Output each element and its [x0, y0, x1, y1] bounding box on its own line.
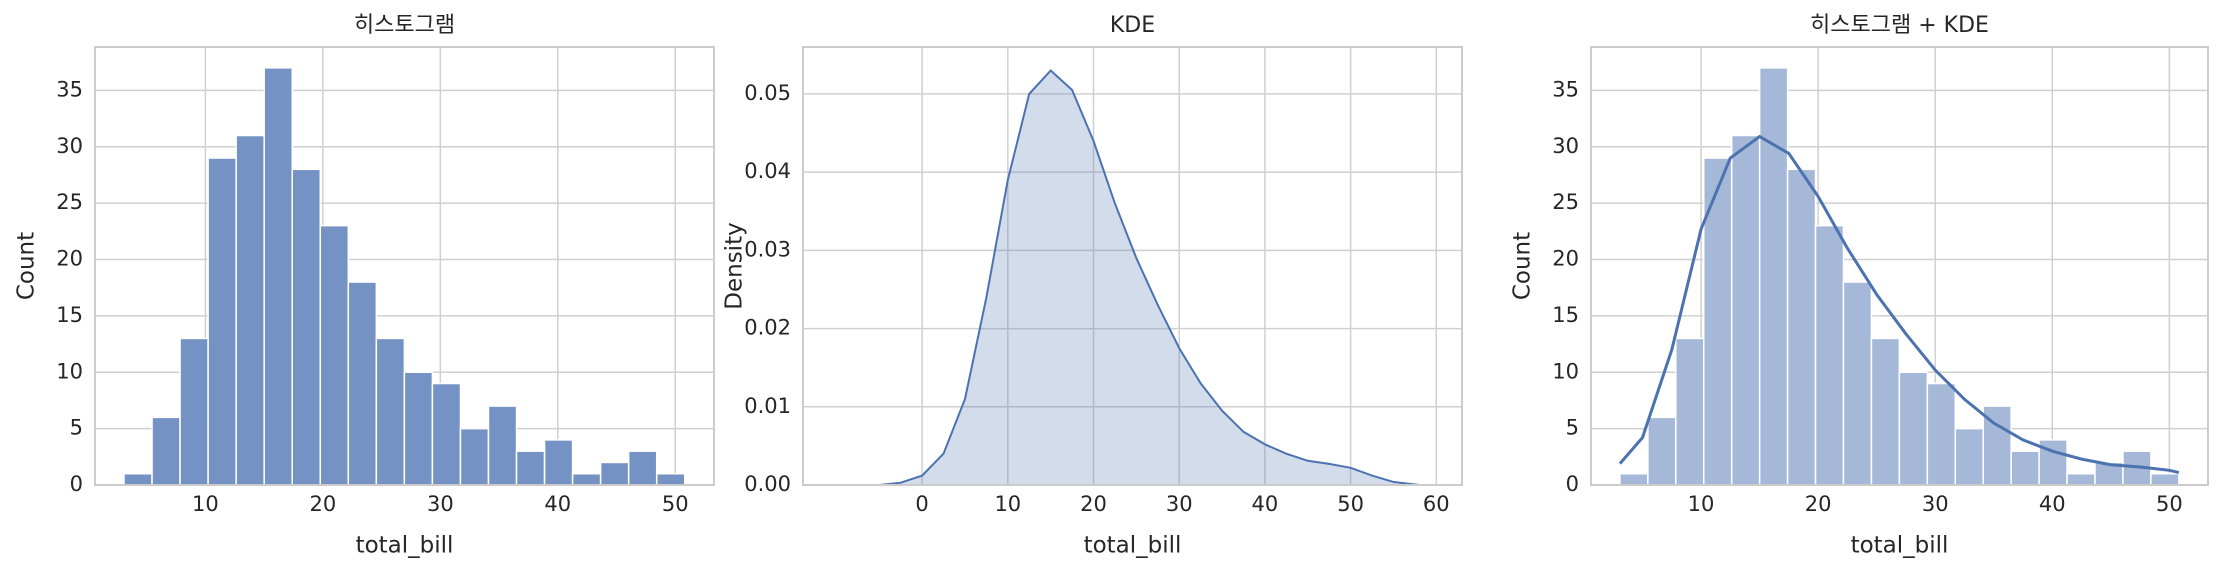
y-tick-label: 0.02	[744, 316, 791, 340]
x-tick-label: 40	[1252, 492, 1279, 516]
axes-frame	[802, 46, 1463, 486]
y-tick-label: 30	[1552, 134, 1579, 158]
bar	[571, 472, 602, 486]
bar	[431, 382, 462, 486]
bar	[1898, 371, 1929, 486]
y-tick-label: 15	[56, 303, 83, 327]
axes-frame	[94, 46, 715, 486]
x-tick-label: 20	[1080, 492, 1107, 516]
bar	[543, 439, 574, 486]
bar	[1675, 337, 1705, 486]
panel: 0 5 10 15 20 25 30 35 10 20 30 40 50 히스토그램 + KDE total…	[1510, 13, 2209, 559]
bar	[1954, 427, 1984, 486]
bar	[291, 168, 322, 486]
y-tick-label: 35	[56, 77, 83, 101]
panel: 0 5 10 15 20 25 30 35 10 20 30 40 50 히스토그램 total_bill C…	[14, 13, 715, 559]
x-tick-label: 40	[544, 492, 571, 516]
y-axis-label: Count	[1510, 232, 1536, 300]
bar	[1814, 224, 1845, 486]
y-tick-label: 25	[1552, 190, 1579, 214]
y-axis-label: Count	[14, 232, 40, 300]
x-axis-label: total_bill	[1084, 533, 1182, 559]
x-tick-label: 50	[662, 492, 689, 516]
bar	[487, 405, 518, 486]
x-tick-label: 20	[1805, 492, 1832, 516]
bar	[375, 337, 406, 486]
bar	[1870, 337, 1901, 486]
x-tick-label: 10	[1688, 492, 1715, 516]
chart-title: 히스토그램	[354, 13, 455, 38]
y-tick-label: 10	[1552, 359, 1579, 383]
x-axis-label: total_bill	[356, 533, 454, 559]
chart-title: 히스토그램 + KDE	[1810, 13, 1989, 38]
bar	[515, 450, 546, 486]
bar	[1926, 382, 1957, 486]
bar	[207, 157, 237, 486]
bar	[2010, 450, 2040, 486]
bar	[1758, 67, 1789, 486]
bar	[1730, 134, 1761, 486]
y-tick-label: 0.05	[744, 81, 791, 105]
y-tick-label: 0.03	[744, 237, 791, 261]
x-tick-label: 10	[994, 492, 1021, 516]
x-tick-label: 50	[2156, 492, 2183, 516]
kde-line	[1618, 134, 2180, 475]
bar	[403, 371, 434, 486]
x-tick-label: 60	[1423, 492, 1450, 516]
y-axis-label: Density	[722, 222, 748, 309]
y-tick-label: 0	[70, 472, 83, 496]
kde-area	[879, 70, 1420, 485]
chart-title: KDE	[1110, 13, 1155, 38]
bar	[235, 134, 265, 486]
y-tick-label: 5	[70, 416, 83, 440]
bar	[655, 472, 686, 486]
y-tick-label: 15	[1552, 303, 1579, 327]
bar	[2150, 472, 2180, 486]
x-axis-label: total_bill	[1851, 533, 1949, 559]
bar	[1786, 168, 1817, 486]
y-tick-label: 0.04	[744, 159, 791, 183]
y-tick-label: 20	[56, 247, 83, 271]
x-tick-label: 50	[1337, 492, 1364, 516]
bar	[2066, 472, 2096, 486]
x-tick-label: 30	[1166, 492, 1193, 516]
x-tick-label: 30	[427, 492, 454, 516]
y-tick-label: 10	[56, 359, 83, 383]
y-tick-label: 20	[1552, 247, 1579, 271]
bar	[319, 224, 350, 486]
y-tick-label: 35	[1552, 77, 1579, 101]
y-tick-label: 0.01	[744, 394, 791, 418]
bar	[459, 427, 490, 486]
bar	[627, 450, 658, 486]
x-tick-label: 10	[192, 492, 219, 516]
x-tick-label: 30	[1922, 492, 1949, 516]
y-tick-label: 30	[56, 134, 83, 158]
bar	[179, 337, 209, 486]
bar	[263, 67, 293, 486]
y-tick-label: 25	[56, 190, 83, 214]
y-tick-label: 0	[1566, 472, 1579, 496]
bar	[1703, 157, 1733, 486]
kde-line	[879, 69, 1420, 486]
bar	[151, 416, 181, 486]
bar	[1647, 416, 1677, 486]
bar	[599, 461, 630, 486]
bar	[1842, 281, 1873, 486]
bar	[347, 281, 378, 486]
x-tick-label: 0	[915, 492, 928, 516]
bar	[1619, 472, 1649, 486]
bar	[123, 472, 153, 486]
x-tick-label: 40	[2039, 492, 2066, 516]
y-tick-label: 5	[1566, 416, 1579, 440]
axes-frame	[1590, 46, 2209, 486]
panel: 0.00 0.01 0.02 0.03 0.04 0.05 0 10 20 30 40 50 60 KDE…	[722, 13, 1463, 559]
y-tick-label: 0.00	[744, 472, 791, 496]
x-tick-label: 20	[310, 492, 337, 516]
